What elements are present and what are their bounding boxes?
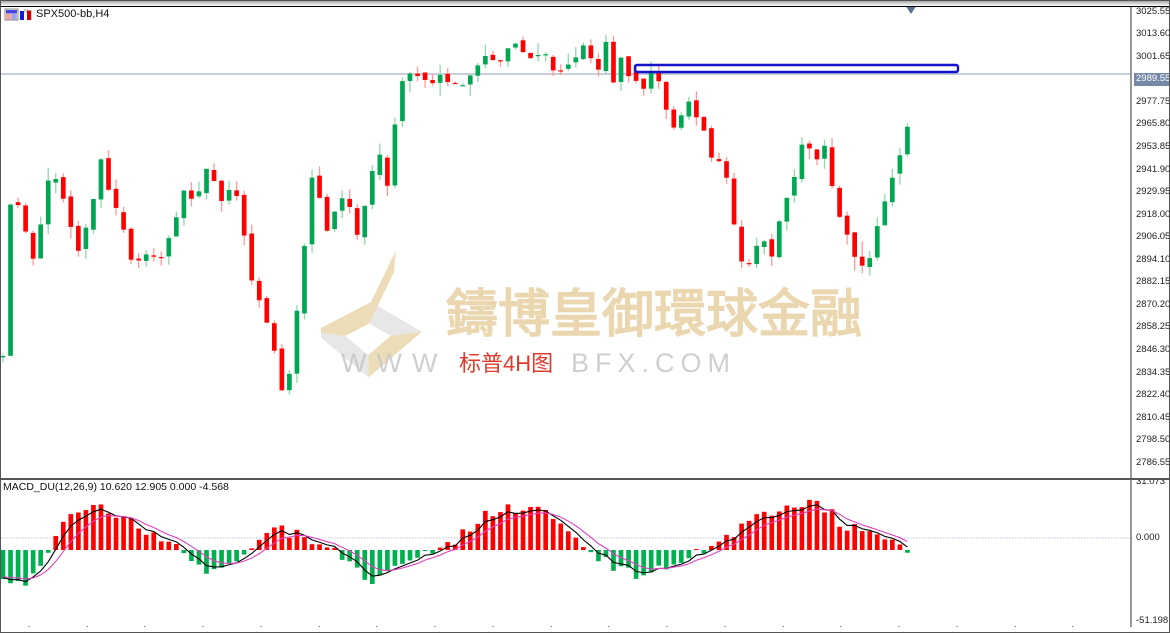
svg-text:鑄博皇御環球金融: 鑄博皇御環球金融	[445, 286, 862, 344]
svg-text:标普4H图: 标普4H图	[459, 351, 553, 376]
svg-text:WWW: WWW	[341, 348, 447, 378]
svg-text:BFX.COM: BFX.COM	[571, 348, 736, 378]
